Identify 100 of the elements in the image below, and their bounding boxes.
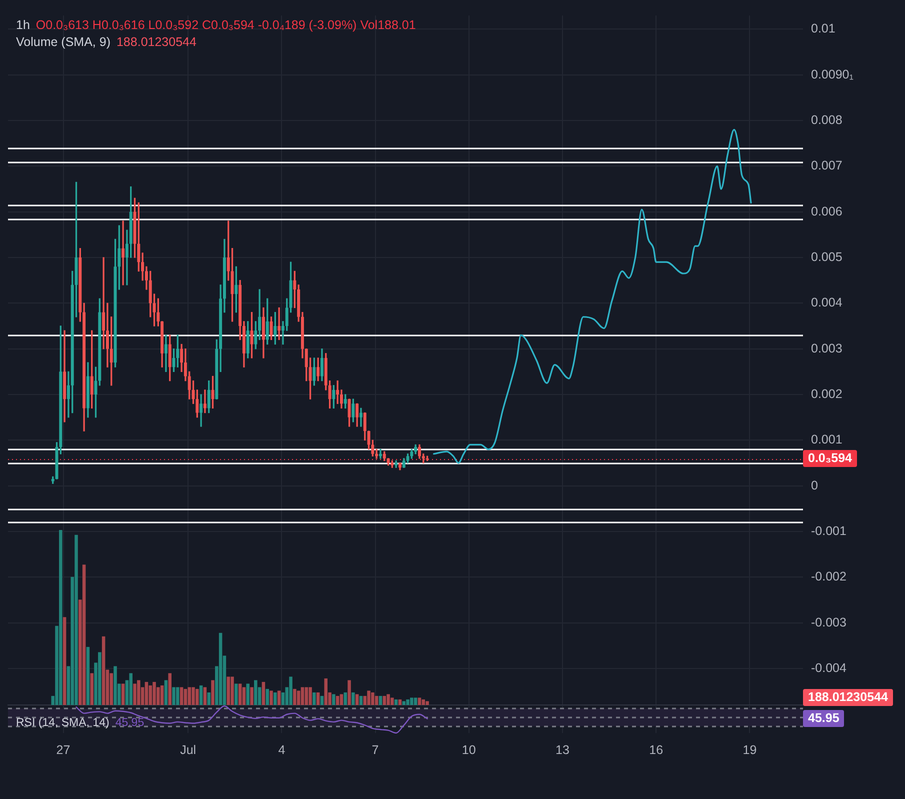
y-tick-label: -0.003 [811, 615, 846, 630]
bar [102, 636, 106, 705]
bar [238, 684, 242, 705]
candlestick [203, 390, 206, 414]
bar [184, 688, 188, 705]
bar [90, 673, 94, 705]
bar [402, 701, 406, 705]
bar [270, 690, 273, 705]
bar [82, 564, 86, 705]
bar [129, 673, 132, 705]
bar [308, 687, 312, 705]
bar [110, 673, 113, 705]
x-tick-label: 27 [56, 742, 70, 757]
bar [418, 698, 422, 705]
bar [390, 698, 394, 705]
bar [266, 688, 269, 705]
bar [304, 687, 308, 705]
text: 45.95 [803, 710, 844, 728]
candlestick [164, 334, 168, 372]
bar [398, 699, 402, 705]
x-tick-label: Jul [180, 742, 196, 757]
x-tick-label: 7 [372, 742, 379, 757]
bar [320, 696, 324, 705]
y-tick-label: -0.002 [811, 570, 846, 584]
bar [336, 696, 340, 705]
bar [180, 687, 184, 705]
bar [148, 685, 152, 705]
bar [332, 694, 336, 705]
bar [133, 684, 136, 705]
bar [394, 699, 398, 705]
y-tick-label: 0.007 [811, 158, 842, 173]
y-tick-label: -0.001 [811, 524, 846, 538]
bar [312, 692, 316, 705]
bar [207, 692, 210, 705]
annotation: 45.95 [115, 716, 144, 730]
bar [359, 696, 363, 705]
annotation: 188.01230544 [116, 34, 196, 51]
bar [426, 701, 429, 705]
bar [277, 690, 281, 705]
y-tick-label: 0.002 [811, 386, 842, 401]
bar [86, 646, 90, 705]
bar [274, 692, 277, 705]
y-tick-label: 0.004 [811, 296, 842, 310]
y-tick-label: 0.0090₁ [811, 67, 854, 82]
x-tick-label: 19 [742, 742, 757, 757]
y-tick-label: 0.008 [811, 112, 842, 127]
bar [422, 699, 426, 705]
bar [352, 692, 355, 705]
bar [168, 673, 172, 705]
bar [316, 692, 320, 705]
candlestick [278, 307, 281, 340]
bar [262, 682, 266, 705]
bar [160, 685, 164, 705]
y-tick-label: -0.004 [811, 660, 846, 675]
x-tick-label: 10 [462, 742, 476, 757]
bar [192, 687, 195, 705]
bar [59, 530, 62, 705]
bar [378, 696, 382, 705]
bar [410, 698, 414, 705]
bar [199, 685, 203, 705]
bar [74, 534, 78, 705]
bar [211, 680, 214, 705]
bar [144, 682, 148, 705]
chart-subtitle: O0.0₃613 H0.0₃616 L0.0₃592 C0.0₃594 -0.0₄189 (-3.09%) Vol188.01 [36, 17, 416, 34]
bar [137, 680, 140, 705]
bar [250, 687, 254, 705]
bar [172, 687, 176, 705]
bar [176, 687, 180, 705]
bar [414, 698, 418, 705]
bar [374, 696, 378, 705]
chart-title: 1h [16, 17, 30, 34]
bar [246, 684, 250, 705]
bar [340, 694, 344, 705]
bar [121, 684, 125, 705]
bar [382, 696, 386, 705]
bar [300, 687, 304, 705]
y-tick-label: 0.001 [811, 432, 842, 447]
bar [230, 676, 234, 705]
bar [98, 652, 102, 705]
y-tick-label: 0.006 [811, 204, 842, 218]
x-tick-label: 13 [556, 742, 570, 757]
x-tick-label: 16 [649, 742, 664, 757]
bar [367, 690, 370, 705]
candlestick [359, 408, 362, 427]
bar [296, 690, 300, 705]
bar [371, 692, 374, 705]
bar [164, 680, 168, 705]
bar [348, 680, 351, 705]
bar [293, 688, 296, 705]
bar [203, 687, 207, 705]
bar [324, 678, 328, 705]
bar [62, 617, 66, 705]
text: 188.01230544 [803, 688, 893, 706]
text: RSI (14, SMA, 14) [16, 716, 110, 730]
x-tick-label: 4 [278, 742, 286, 757]
ref-line-label: 0.0₃594 [803, 450, 858, 468]
bar [152, 682, 156, 705]
bar [218, 632, 222, 705]
bar [226, 676, 230, 705]
bar [196, 688, 199, 705]
